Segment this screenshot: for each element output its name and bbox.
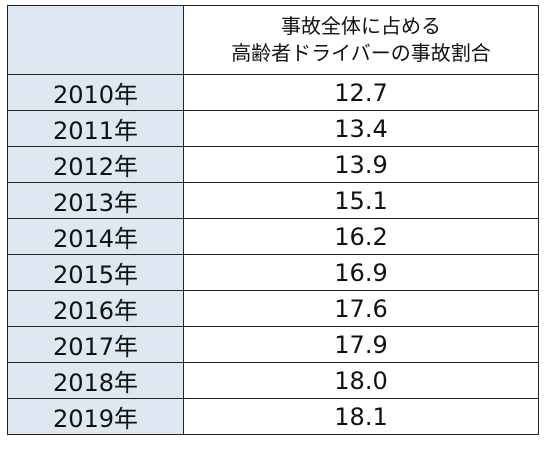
header-row: 事故全体に占める 高齢者ドライバーの事故割合 [7, 5, 539, 75]
year-cell: 2017年 [7, 326, 184, 363]
value-cell: 12.7 [183, 74, 539, 111]
value-cell: 13.4 [183, 110, 539, 147]
value-cell: 15.1 [183, 182, 539, 219]
year-cell: 2015年 [7, 254, 184, 291]
header-line: 高齢者ドライバーの事故割合 [231, 41, 491, 65]
value-cell: 13.9 [183, 146, 539, 183]
value-cell: 17.6 [183, 290, 539, 327]
year-cell: 2019年 [7, 398, 184, 435]
table-container: 事故全体に占める 高齢者ドライバーの事故割合 2010年 12.7 2011年 13.… [7, 5, 539, 435]
table-row: 2018年 18.0 [7, 362, 539, 399]
year-cell: 2012年 [7, 146, 184, 183]
header-cell: 事故全体に占める 高齢者ドライバーの事故割合 [183, 5, 539, 75]
year-cell: 2011年 [7, 110, 184, 147]
table-row: 2012年 13.9 [7, 146, 539, 183]
year-cell: 2016年 [7, 290, 184, 327]
value-cell: 17.9 [183, 326, 539, 363]
table-row: 2013年 15.1 [7, 182, 539, 219]
value-cell: 16.2 [183, 218, 539, 255]
year-cell: 2018年 [7, 362, 184, 399]
header-corner-cell [7, 5, 184, 75]
table-row: 2019年 18.1 [7, 398, 539, 435]
table-row: 2016年 17.6 [7, 290, 539, 327]
table-row: 2010年 12.7 [7, 74, 539, 111]
table-row: 2015年 16.9 [7, 254, 539, 291]
table-row: 2011年 13.4 [7, 110, 539, 147]
table-row: 2017年 17.9 [7, 326, 539, 363]
year-cell: 2013年 [7, 182, 184, 219]
value-cell: 16.9 [183, 254, 539, 291]
value-cell: 18.0 [183, 362, 539, 399]
value-cell: 18.1 [183, 398, 539, 435]
year-cell: 2010年 [7, 74, 184, 111]
table-row: 2014年 16.2 [7, 218, 539, 255]
data-table: 事故全体に占める 高齢者ドライバーの事故割合 2010年 12.7 2011年 13.… [7, 5, 539, 435]
table-body: 事故全体に占める 高齢者ドライバーの事故割合 2010年 12.7 2011年 13.… [7, 5, 539, 435]
year-cell: 2014年 [7, 218, 184, 255]
header-line: 事故全体に占める [281, 14, 441, 38]
